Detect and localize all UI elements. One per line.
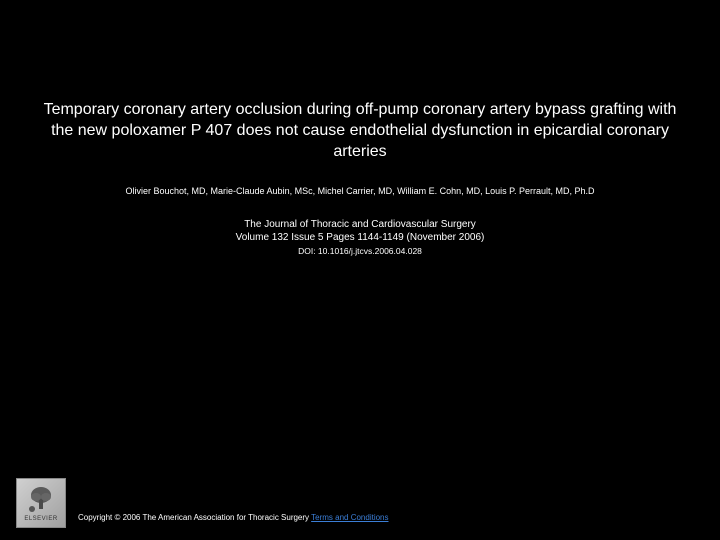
publisher-logo-text: ELSEVIER: [24, 516, 57, 522]
copyright-line: Copyright © 2006 The American Associatio…: [78, 513, 389, 522]
terms-link[interactable]: Terms and Conditions: [311, 513, 388, 522]
volume-info: Volume 132 Issue 5 Pages 1144-1149 (Nove…: [0, 231, 720, 244]
article-authors: Olivier Bouchot, MD, Marie-Claude Aubin,…: [0, 186, 720, 198]
publisher-logo: ELSEVIER: [16, 478, 66, 528]
doi-text: DOI: 10.1016/j.jtcvs.2006.04.028: [0, 246, 720, 257]
article-title: Temporary coronary artery occlusion duri…: [0, 100, 720, 162]
footer: ELSEVIER Copyright © 2006 The American A…: [0, 478, 720, 528]
slide-content: Temporary coronary artery occlusion duri…: [0, 0, 720, 257]
journal-name: The Journal of Thoracic and Cardiovascul…: [0, 218, 720, 231]
elsevier-tree-icon: [26, 485, 56, 515]
copyright-text: Copyright © 2006 The American Associatio…: [78, 513, 311, 522]
